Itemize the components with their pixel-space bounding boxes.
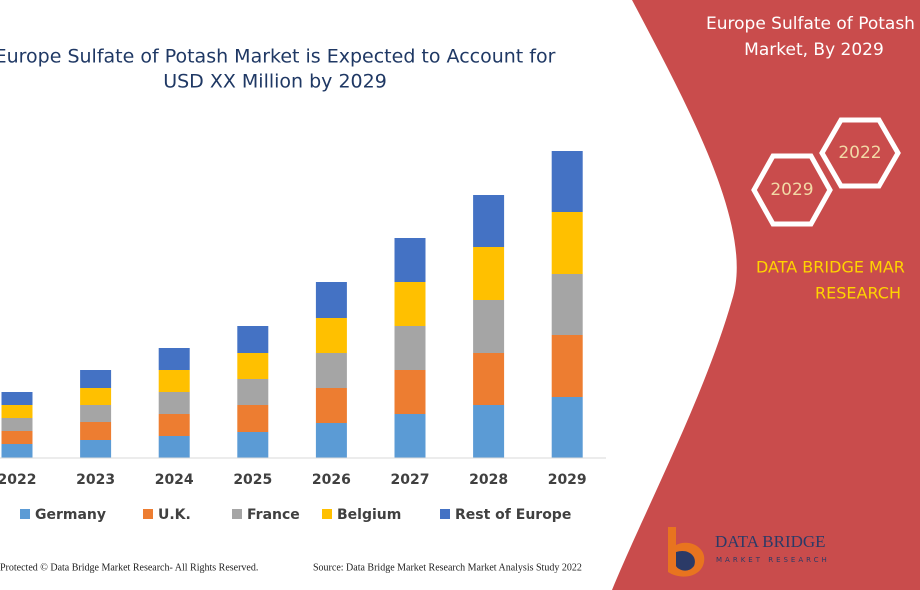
x-tick-label: 2025 (233, 472, 272, 488)
bar-segment (394, 326, 426, 370)
bar-segment (237, 326, 269, 353)
brand-text: RESEARCH (815, 284, 901, 303)
x-tick-label: 2024 (155, 472, 194, 488)
bar-segment (1, 418, 33, 431)
bar-segment (237, 353, 269, 379)
legend-label: Rest of Europe (455, 507, 571, 523)
bar-segment (394, 282, 426, 326)
x-tick-label: 2026 (312, 472, 351, 488)
legend-swatch (440, 509, 450, 519)
logo-mark (676, 550, 695, 571)
legend-swatch (232, 509, 242, 519)
bar-segment (1, 405, 33, 418)
bar-segment (80, 405, 112, 422)
hexagon-label: 2022 (838, 143, 881, 163)
side-panel (612, 0, 920, 590)
logo-name: DATA BRIDGE (715, 532, 826, 551)
bar-segment (237, 405, 269, 432)
bar-segment (158, 392, 190, 414)
bar-segment (158, 348, 190, 370)
legend-label: U.K. (158, 507, 191, 523)
hexagon (819, 117, 901, 189)
panel-title: Europe Sulfate of Potash (706, 14, 915, 34)
bar-segment (237, 432, 269, 458)
bar-segment (158, 370, 190, 392)
bar-segment (473, 247, 505, 300)
bar-segment (315, 353, 347, 388)
legend-label: France (247, 507, 300, 523)
bar-segment (80, 370, 112, 388)
panel-title: Market, By 2029 (744, 40, 884, 60)
bar-segment (315, 318, 347, 353)
bar-segment (473, 195, 505, 247)
bar-segment (551, 151, 583, 212)
x-tick-label: 2027 (391, 472, 430, 488)
chart-title: Europe Sulfate of Potash Market is Expec… (0, 46, 556, 68)
bar-segment (394, 238, 426, 282)
bar-segment (551, 212, 583, 274)
bar-segment (551, 335, 583, 397)
bar-segment (473, 353, 505, 405)
legend-swatch (20, 509, 30, 519)
bar-segment (315, 282, 347, 318)
bar-segment (1, 392, 33, 405)
bar-segment (551, 397, 583, 458)
brand-text: DATA BRIDGE MAR (756, 258, 905, 277)
bar-segment (394, 414, 426, 458)
bar-segment (551, 274, 583, 335)
hexagon (751, 153, 833, 227)
chart-title: USD XX Million by 2029 (163, 71, 387, 93)
logo: DATA BRIDGE MARKET RESEARCH (668, 527, 830, 577)
x-tick-label: 2028 (469, 472, 508, 488)
x-tick-label: 2022 (0, 472, 36, 488)
legend-swatch (143, 509, 153, 519)
legend-swatch (322, 509, 332, 519)
bar-segment (473, 405, 505, 458)
bar-segment (1, 431, 33, 444)
bar-segment (158, 436, 190, 458)
bar-segment (473, 300, 505, 353)
hexagon-label: 2029 (770, 180, 813, 200)
logo-tagline: MARKET RESEARCH (716, 556, 830, 564)
bar-segment (394, 370, 426, 414)
legend-label: Germany (35, 507, 106, 523)
bar-segment (80, 388, 112, 405)
bar-segment (237, 379, 269, 405)
bar-segment (158, 414, 190, 436)
x-tick-label: 2023 (76, 472, 115, 488)
bar-segment (315, 423, 347, 458)
x-tick-label: 2029 (548, 472, 587, 488)
bar-segment (80, 422, 112, 440)
footer-rights: Protected © Data Bridge Market Research-… (0, 562, 258, 573)
bar-segment (315, 388, 347, 423)
legend-label: Belgium (337, 507, 401, 523)
bar-segment (80, 440, 112, 458)
bar-segment (1, 444, 33, 458)
footer-source: Source: Data Bridge Market Research Mark… (313, 562, 582, 573)
